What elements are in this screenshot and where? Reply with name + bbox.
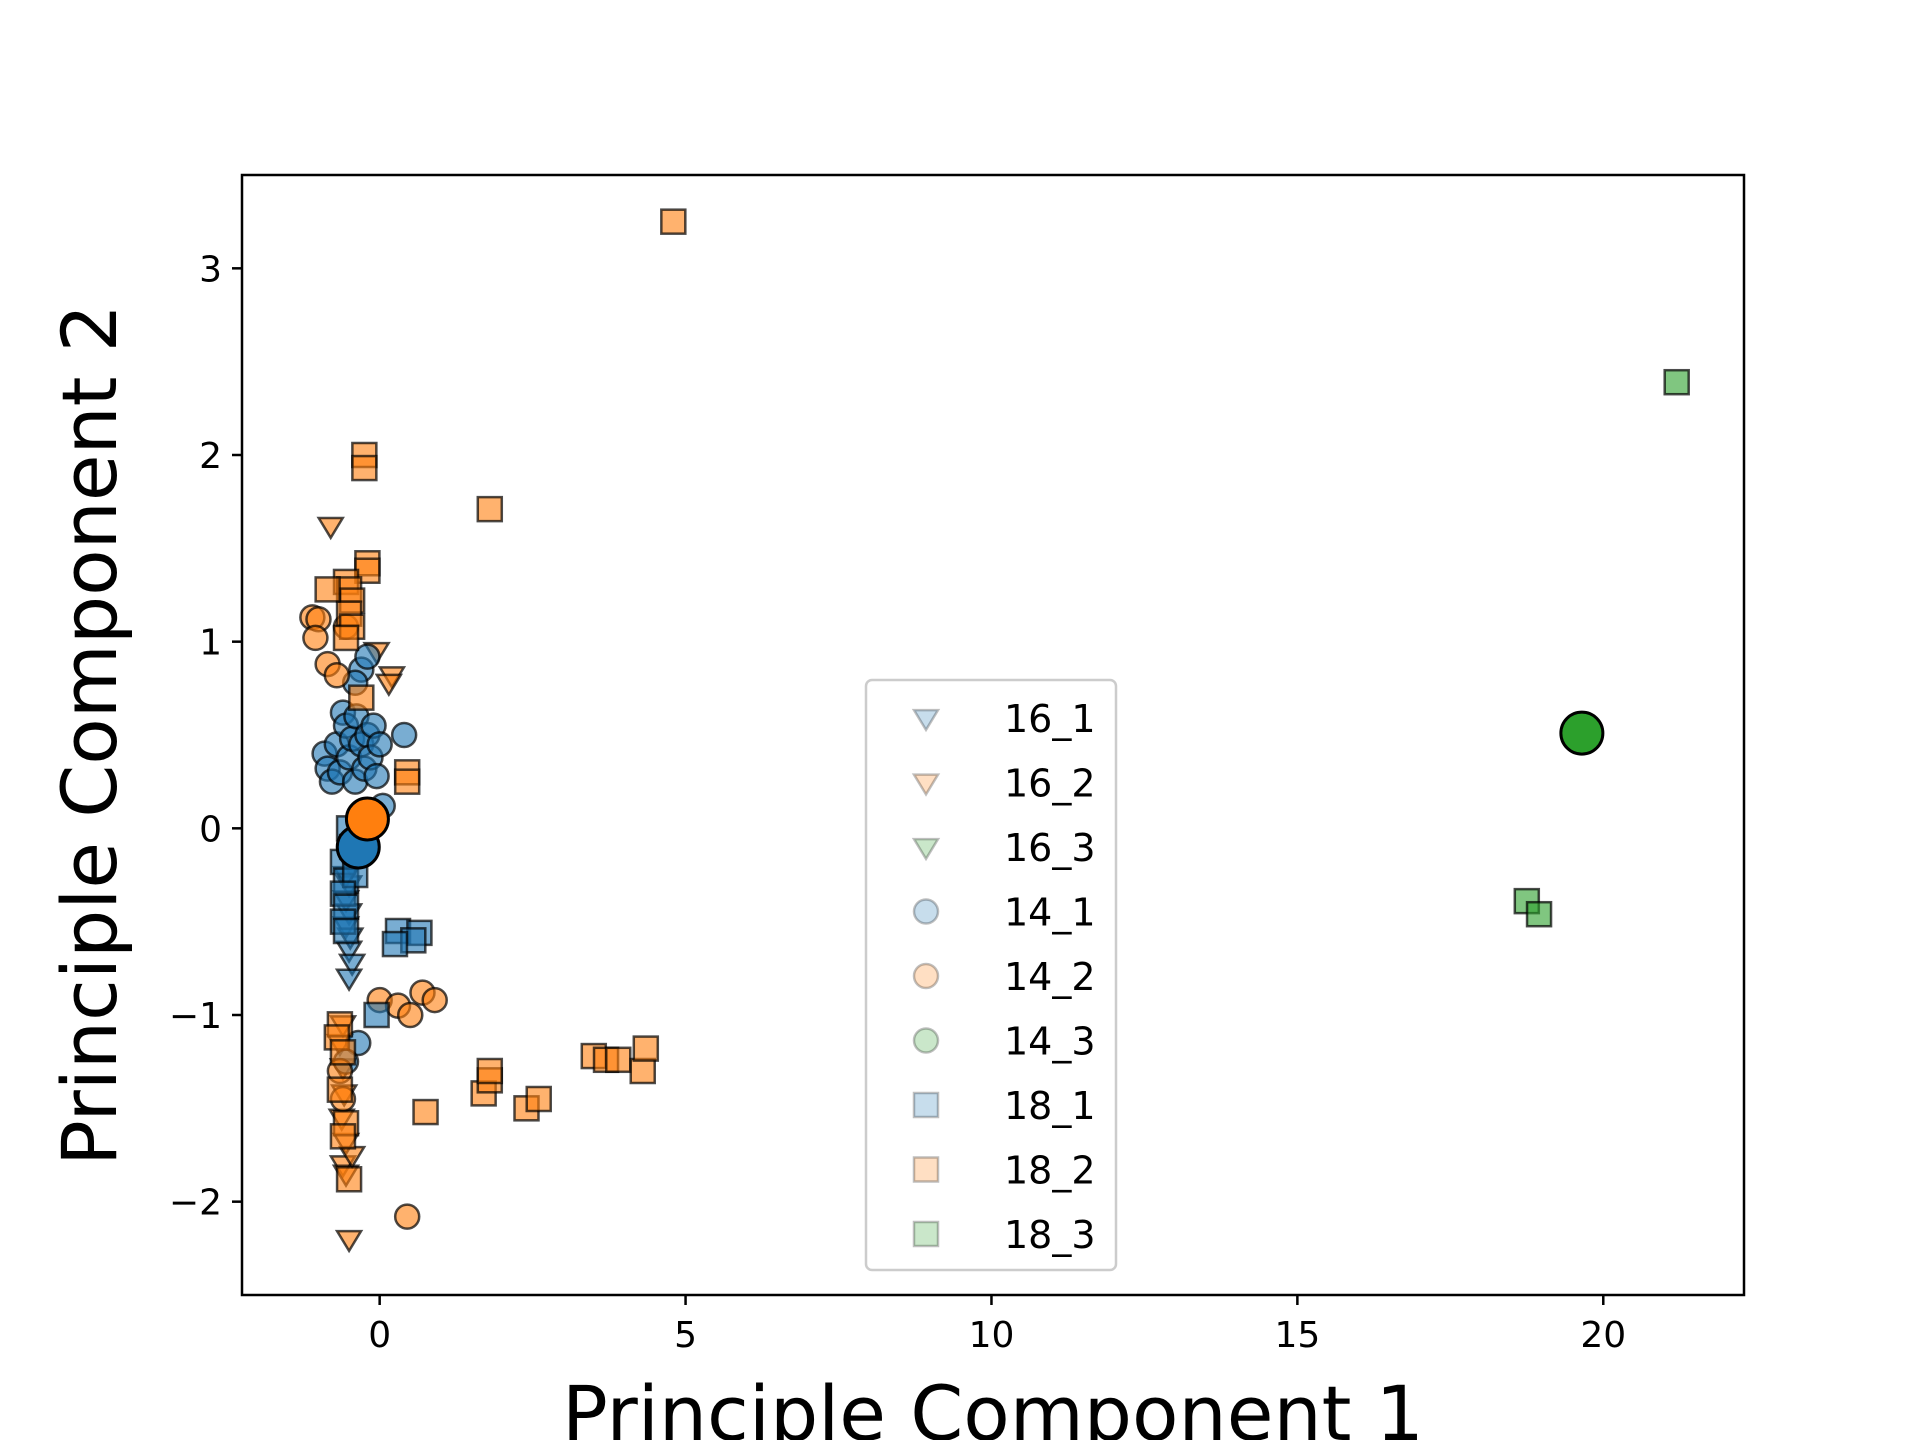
y-tick-label: 1: [199, 623, 222, 664]
point-18_2: [632, 1035, 660, 1062]
legend-marker-16_2: [911, 773, 941, 797]
y-tick-label: −2: [169, 1183, 222, 1224]
legend-marker-18_3: [912, 1220, 940, 1248]
point-18_2: [332, 624, 360, 652]
legend-marker-18_1: [912, 1091, 940, 1119]
x-tick-label: 20: [1580, 1315, 1626, 1356]
legend-marker-14_1: [912, 898, 940, 925]
point-18_3: [1663, 368, 1690, 396]
legend-box: [864, 678, 1118, 1272]
point-18_1: [363, 1001, 390, 1029]
legend: 16_1 16_2 16_3 14_1 14_2 14_3 18_1 18_2 18_3: [864, 678, 1118, 1272]
point-14_2: [396, 1001, 424, 1029]
point-18_2: [525, 1085, 552, 1113]
legend-label: 14_2: [1004, 955, 1096, 999]
point-14_1: [366, 731, 393, 758]
legend-label: 18_3: [1004, 1213, 1096, 1257]
plot-frame: [240, 173, 1746, 1297]
x-tick-label: 5: [674, 1315, 697, 1356]
point-16_2: [334, 1229, 364, 1254]
legend-label: 18_2: [1004, 1149, 1096, 1193]
x-axis-ticks: 0 5 10 15 20: [368, 1295, 1626, 1356]
legend-label: 14_1: [1004, 891, 1096, 935]
point-18_2: [335, 1166, 363, 1193]
data-points: [299, 208, 1690, 1254]
point-18_2: [329, 1123, 357, 1150]
point-16_2: [374, 673, 404, 698]
point-14_1: [363, 762, 390, 790]
x-axis-label: Principle Component 1: [562, 1369, 1424, 1440]
legend-marker-14_3: [912, 1027, 940, 1054]
legend-label: 18_1: [1004, 1084, 1096, 1128]
y-tick-label: 2: [199, 436, 222, 477]
y-axis-label: Principle Component 2: [45, 304, 134, 1166]
point-14_1: [354, 643, 381, 670]
point-14_2: [393, 1203, 421, 1230]
legend-marker-14_2: [912, 962, 940, 990]
point-18_2: [605, 1046, 632, 1074]
legend-label: 16_1: [1004, 697, 1096, 741]
legend-label: 16_2: [1004, 762, 1096, 806]
point-18_2: [476, 495, 504, 523]
y-tick-label: 3: [199, 249, 222, 290]
y-tick-label: 0: [199, 809, 222, 850]
point-18_2: [476, 1057, 504, 1085]
centroid-points: [335, 710, 1605, 870]
x-tick-label: 0: [368, 1315, 391, 1356]
point-16_1: [337, 953, 367, 978]
x-tick-label: 15: [1274, 1315, 1320, 1356]
point-16_1: [334, 968, 364, 992]
point-18_2: [326, 1076, 354, 1103]
point-18_2: [629, 1057, 656, 1085]
legend-marker-18_2: [912, 1156, 940, 1183]
point-18_2: [348, 684, 375, 711]
point-18_2: [314, 576, 341, 603]
y-tick-label: −1: [169, 996, 222, 1037]
legend-label: 14_3: [1004, 1020, 1096, 1064]
y-axis-ticks: −2 −1 0 1 2 3: [169, 249, 242, 1224]
point-14_2: [323, 662, 351, 689]
point-14_2: [302, 624, 329, 652]
centroid-point: [344, 796, 390, 842]
point-18_2: [412, 1098, 439, 1126]
point-18_2: [329, 1039, 357, 1066]
point-16_2: [316, 516, 345, 541]
legend-marker-16_1: [911, 708, 941, 733]
point-18_1: [332, 917, 360, 945]
point-18_3: [1525, 900, 1553, 928]
point-14_1: [390, 721, 418, 749]
point-18_2: [660, 208, 687, 235]
centroid-point: [1559, 710, 1605, 756]
point-14_2: [421, 986, 448, 1014]
point-18_2: [351, 454, 378, 482]
x-tick-label: 10: [969, 1315, 1015, 1356]
legend-marker-16_3: [911, 837, 941, 862]
legend-label: 16_3: [1004, 826, 1096, 870]
point-18_1: [381, 930, 409, 958]
point-18_2: [393, 768, 421, 795]
